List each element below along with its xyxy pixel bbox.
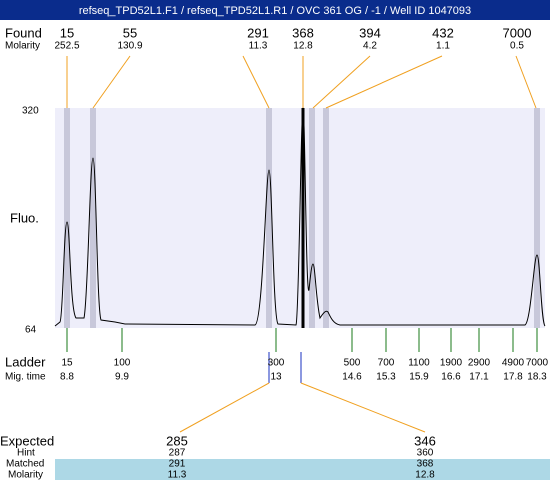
axis-label: Fluo. [10, 210, 39, 225]
found-molarity: 4.2 [363, 41, 377, 52]
found-label: Found [5, 25, 42, 40]
mig-time: 15.3 [376, 372, 396, 383]
axis-bottom: 64 [25, 325, 37, 336]
peak-bands [64, 108, 540, 328]
mig-time: 9.9 [115, 372, 129, 383]
expected-size: 285 [166, 433, 188, 448]
ladder-size: 1100 [408, 358, 430, 369]
found-size: 394 [359, 25, 381, 40]
mig-time: 16.6 [441, 372, 461, 383]
mig-time: 15.9 [409, 372, 429, 383]
matched-molarity: 12.8 [415, 470, 435, 480]
hint-label: Hint [17, 448, 35, 459]
mig-time: 18.3 [527, 372, 547, 383]
found-molarity: 130.9 [117, 41, 142, 52]
found-size: 7000 [503, 25, 532, 40]
found-molarity: 12.8 [293, 41, 313, 52]
expected-molarity-label: Molarity [8, 470, 43, 480]
title-bar [0, 0, 550, 20]
ladder-size: 1900 [440, 358, 463, 369]
found-size: 368 [292, 25, 314, 40]
ladder-size: 7000 [526, 358, 549, 369]
mig-time: 13 [270, 372, 282, 383]
ladder-size: 500 [344, 358, 361, 369]
title: refseq_TPD52L1.F1 / refseq_TPD52L1.R1 / … [79, 5, 471, 17]
found-size: 55 [123, 25, 137, 40]
matched-molarity: 11.3 [168, 470, 187, 480]
matched-size: 291 [169, 459, 186, 470]
found-size: 15 [60, 25, 74, 40]
mig-time: 8.8 [60, 372, 74, 383]
ladder-size: 300 [268, 358, 285, 369]
found-leaders [66, 55, 537, 109]
mig-time: 17.8 [503, 372, 523, 383]
ladder-size: 100 [114, 358, 131, 369]
ladder-size: 4900 [502, 358, 525, 369]
matched-markers [268, 352, 302, 383]
matched-label: Matched [6, 459, 44, 470]
found-size: 432 [432, 25, 454, 40]
mig-time-label: Mig. time [5, 372, 46, 383]
found-molarity: 11.3 [249, 41, 268, 52]
trace [54, 107, 546, 327]
found-size: 291 [247, 25, 269, 40]
found-molarity: 1.1 [436, 41, 450, 52]
hint-size: 360 [417, 448, 434, 459]
expected-label: Expected [0, 433, 54, 448]
found-molarity: 0.5 [510, 41, 524, 52]
mig-time: 14.6 [342, 372, 362, 383]
ladder-size: 700 [378, 358, 395, 369]
mig-time: 17.1 [469, 372, 489, 383]
expected-size: 346 [414, 433, 436, 448]
axis-top: 320 [22, 106, 39, 117]
hint-size: 287 [169, 448, 186, 459]
expected-leaders [179, 382, 426, 433]
matched-size: 368 [417, 459, 434, 470]
molarity-label: Molarity [5, 41, 40, 52]
selected-peak [301, 108, 305, 328]
matched-band [55, 459, 550, 480]
found-molarity: 252.5 [54, 41, 79, 52]
ladder-label: Ladder [5, 354, 46, 369]
ladder-size: 15 [61, 358, 73, 369]
ladder-size: 2900 [468, 358, 491, 369]
